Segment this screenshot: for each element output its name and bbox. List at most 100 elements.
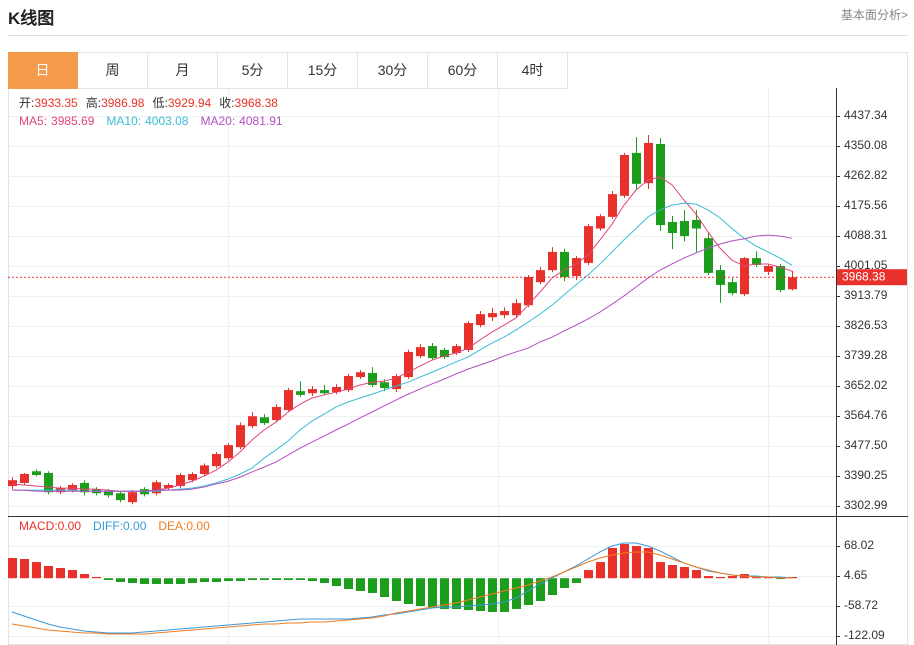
macd-bar [464,578,473,611]
macd-bar [164,578,173,584]
y-tick-label: 4001.05 [844,258,888,272]
ohlc-readout: 开:3933.35 高:3986.98 低:3929.94 收:3968.38 [19,95,278,110]
macd-bar [152,578,161,584]
macd-bar [428,578,437,608]
candle-body [224,445,233,459]
y-tick-label: -122.09 [844,628,885,642]
macd-bar [728,576,737,579]
macd-bar [20,558,29,579]
candle-body [380,382,389,389]
macd-bar [116,578,125,582]
legend-value: 0.00 [186,519,210,533]
candle-body [296,391,305,395]
candle-body [632,152,641,184]
indicator-line [11,551,792,635]
candle-body [140,489,149,495]
macd-bar [176,578,185,584]
candle-body [752,258,761,265]
macd-bar [320,578,329,583]
y-tick-label: 4437.34 [844,108,888,122]
ohlc-value: 3968.38 [235,96,279,110]
macd-bar [572,578,581,583]
macd-bar [236,578,245,581]
macd-bar [488,578,497,613]
candle-body [620,154,629,196]
macd-bar [764,577,773,579]
legend-value: 4081.91 [239,114,283,128]
macd-bar [140,578,149,584]
candle-body [488,313,497,318]
candle-body [320,390,329,394]
macd-bar [452,578,461,610]
ohlc-label: 高: [86,95,101,110]
ohlc-label: 开: [19,96,34,110]
period-tab[interactable]: 30分 [358,52,428,89]
legend-label: DIFF: [93,519,123,533]
macd-bar [128,578,137,583]
y-tick-label: -58.72 [844,598,878,612]
legend-label: MA5: [19,114,47,128]
period-tab[interactable]: 5分 [218,52,288,89]
y-tick-label: 4088.31 [844,228,888,242]
candle-body [500,311,509,316]
candle-body [728,282,737,294]
macd-bar [368,578,377,593]
indicator-line [11,542,793,634]
period-tab[interactable]: 周 [78,52,148,89]
y-tick-label: 68.02 [844,538,874,552]
period-tab[interactable]: 60分 [428,52,498,89]
macd-bar [332,578,341,587]
y-tick-label: 3652.02 [844,378,888,392]
macd-bar [632,546,641,579]
widget-title: K线图 [8,9,55,28]
macd-bar [440,578,449,610]
candle-body [32,471,41,476]
period-tabs: 日周月 5分 15分 30分 60分 4时 [8,52,568,89]
last-price-tag [837,269,907,286]
candle-body [596,216,605,229]
candle-body [536,270,545,283]
macd-bar [260,578,269,581]
macd-bar [716,577,725,579]
macd-bar [212,578,221,582]
ohlc-value: 3933.35 [34,96,78,110]
legend-value: 0.00 [58,519,82,533]
candle-body [188,474,197,481]
candle-body [284,390,293,411]
candle-body [524,277,533,306]
candle-body [704,238,713,273]
candle-body [332,387,341,393]
candle-body [8,480,17,487]
macd-bar [416,578,425,606]
period-tab[interactable]: 4时 [498,52,568,89]
candle-body [344,376,353,391]
candle-body [68,485,77,491]
candle-body [236,425,245,448]
candle-body [572,258,581,276]
ohlc-value: 3986.98 [101,96,145,110]
macd-bar [272,578,281,581]
period-tab[interactable]: 月 [148,52,218,89]
candle-body [212,454,221,467]
macd-bar [704,576,713,579]
macd-bar [92,577,101,579]
macd-bar [308,578,317,581]
y-tick-label: 3913.79 [844,288,888,302]
candle-body [776,266,785,291]
period-tab[interactable]: 日 [8,52,78,89]
indicator-line [12,234,793,492]
macd-bar [380,578,389,597]
legend-label: DEA: [158,519,186,533]
macd-bar [476,578,485,612]
macd-bar [560,578,569,589]
candle-body [416,347,425,357]
y-tick-label: 3739.28 [844,348,888,362]
fundamental-link[interactable]: 基本面分析> [840,8,908,22]
macd-bar [512,578,521,610]
legend-label: MACD: [19,519,58,533]
period-tab[interactable]: 15分 [288,52,358,89]
y-tick-label: 4.65 [844,568,868,582]
macd-bar [656,562,665,579]
macd-bar [596,562,605,579]
y-tick-label: 3564.76 [844,408,888,422]
